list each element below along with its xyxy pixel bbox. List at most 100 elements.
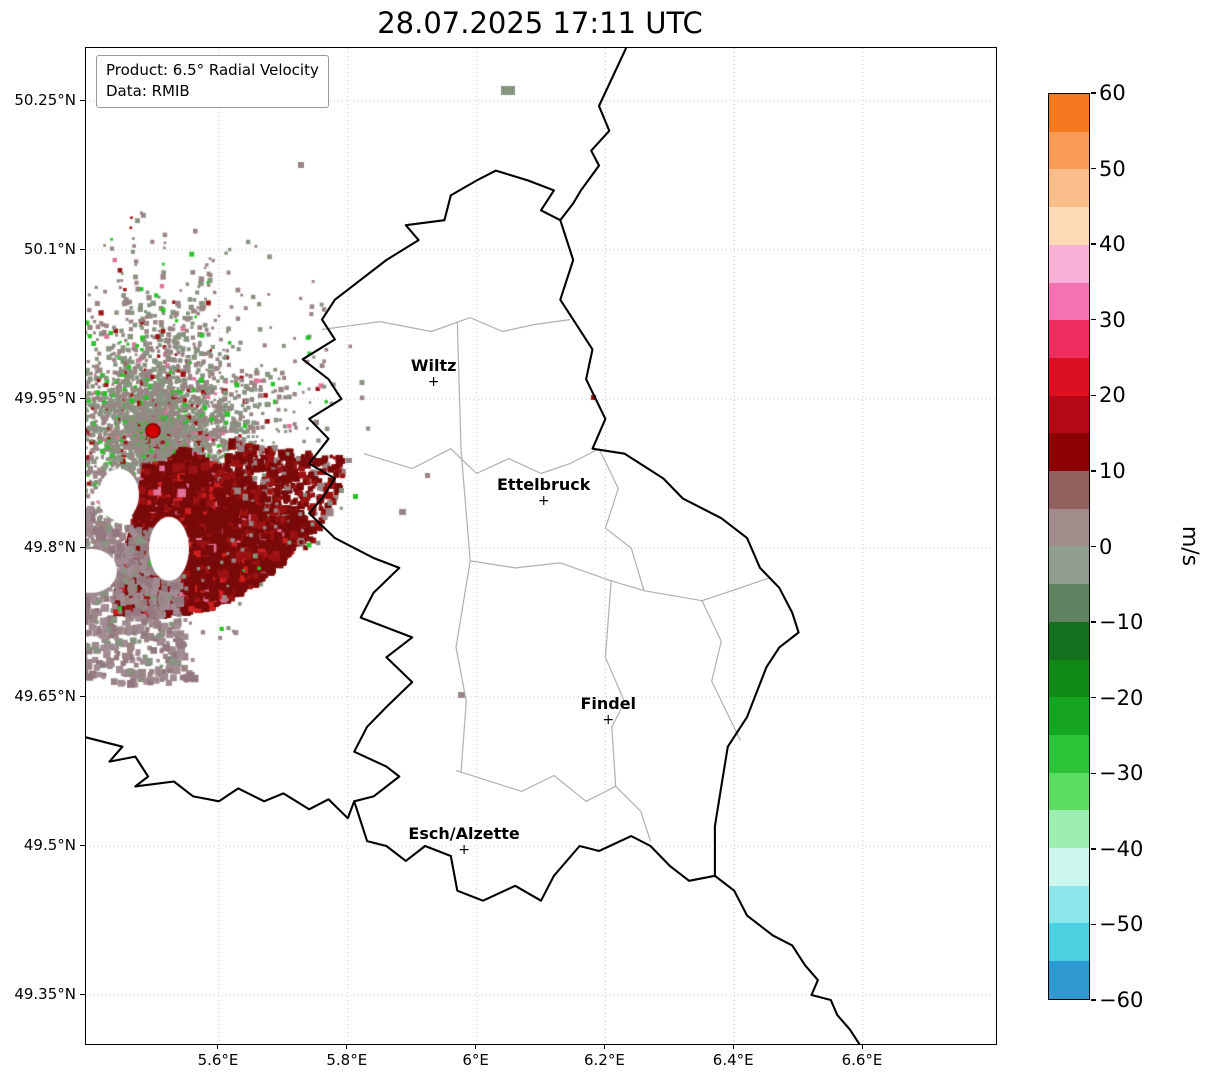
colorbar-segment (1049, 94, 1089, 132)
colorbar-segment (1049, 320, 1089, 358)
colorbar-tick-label: −10 (1099, 610, 1144, 635)
colorbar-tick-mark (1091, 394, 1096, 397)
y-tick-mark (80, 844, 85, 846)
colorbar-segment (1049, 282, 1089, 321)
y-tick-mark (80, 546, 85, 548)
colorbar-tick-mark (1091, 545, 1096, 548)
y-tick-label: 50.25°N (14, 91, 76, 110)
x-tick-label: 5.8°E (326, 1051, 368, 1069)
colorbar-segment (1049, 131, 1089, 170)
colorbar-tick-mark (1091, 621, 1096, 623)
colorbar-segment (1049, 621, 1089, 660)
city-markers: + Wiltz + Ettelbruck + Findel + Esch/Alzette (86, 48, 996, 1044)
x-tick-label: 6°E (462, 1051, 489, 1069)
colorbar-segment (1049, 961, 1089, 999)
y-tick-label: 49.65°N (14, 687, 76, 706)
colorbar-tick-mark (1091, 319, 1096, 321)
colorbar-segment (1049, 772, 1089, 811)
x-tick-mark (346, 1044, 348, 1049)
colorbar-segment (1049, 848, 1089, 886)
colorbar-segment (1049, 508, 1089, 547)
legend-data-line: Data: RMIB (106, 82, 190, 100)
colorbar-tick-mark (1091, 92, 1096, 94)
district-border (455, 769, 652, 842)
colorbar-tick-mark (1091, 772, 1096, 774)
legend-box: Product: 6.5° Radial Velocity Data: RMIB (96, 55, 329, 108)
colorbar-scale (1048, 93, 1090, 1000)
colorbar-tick-label: 10 (1099, 458, 1126, 483)
colorbar-tick-mark (1091, 696, 1096, 699)
map-borders (86, 48, 861, 1044)
district-border (604, 580, 626, 787)
district-border (321, 317, 571, 333)
colorbar-tick-label: 30 (1099, 307, 1126, 332)
colorbar-segment (1049, 546, 1089, 585)
city-marker: + (427, 374, 440, 391)
y-tick-label: 49.95°N (14, 389, 76, 408)
colorbar-segment (1049, 357, 1089, 396)
x-tick-mark (861, 1044, 863, 1049)
colorbar-tick-label: −20 (1099, 685, 1144, 710)
city-marker: + (458, 842, 470, 859)
y-tick-label: 49.35°N (14, 985, 76, 1004)
map-plot: + Wiltz + Ettelbruck + Findel + Esch/Alzette Pr… (85, 47, 997, 1045)
colorbar-segment (1049, 169, 1089, 208)
colorbar-tick-mark (1091, 243, 1096, 245)
colorbar-tick-mark (1091, 167, 1096, 170)
y-tick-label: 49.8°N (23, 538, 76, 557)
colorbar-tick-label: −60 (1099, 988, 1144, 1012)
y-tick-label: 50.1°N (23, 240, 76, 259)
colorbar-tick-label: 0 (1099, 534, 1113, 559)
colorbar-segment (1049, 659, 1089, 698)
district-border (701, 600, 742, 741)
national-border (713, 874, 861, 1044)
colorbar-segment (1049, 207, 1089, 245)
national-border (86, 736, 356, 820)
district-border (363, 448, 600, 475)
city-marker: + (602, 712, 615, 729)
city-label: Findel (580, 694, 637, 714)
colorbar-tick-label: 50 (1099, 156, 1126, 181)
y-tick-mark (80, 248, 85, 250)
y-tick-mark (80, 993, 85, 995)
x-tick-mark (475, 1044, 477, 1049)
x-tick-label: 6.4°E (712, 1051, 754, 1069)
y-tick-mark (80, 695, 85, 697)
colorbar-tick-mark (1091, 848, 1096, 850)
x-tick-mark (732, 1044, 734, 1049)
colorbar-segment (1049, 810, 1089, 849)
city-label: Wiltz (410, 356, 457, 376)
colorbar-tick-label: 20 (1099, 383, 1126, 408)
district-border (598, 448, 645, 591)
y-tick-mark (80, 99, 85, 101)
colorbar-tick-label: −30 (1099, 761, 1144, 786)
district-border (470, 560, 770, 602)
radar-echo-canvas (86, 48, 996, 1044)
x-tick-label: 5.6°E (197, 1051, 239, 1069)
city-marker: + (537, 493, 550, 510)
colorbar-tick-label: −40 (1099, 836, 1144, 861)
colorbar-segment (1049, 471, 1089, 509)
colorbar-tick-label: −50 (1099, 912, 1144, 937)
legend-product-line: Product: 6.5° Radial Velocity (106, 61, 319, 79)
y-tick-label: 49.5°N (23, 836, 76, 855)
y-tick-mark (80, 397, 85, 399)
colorbar-segment (1049, 885, 1089, 924)
colorbar-segment (1049, 697, 1089, 735)
x-tick-label: 6.6°E (841, 1051, 883, 1069)
city-label: Ettelbruck (496, 475, 591, 495)
colorbar-tick-label: 60 (1099, 81, 1126, 105)
colorbar-segment (1049, 244, 1089, 283)
colorbar-segment (1049, 433, 1089, 472)
colorbar-segment (1049, 584, 1089, 622)
district-border (455, 321, 471, 772)
colorbar-tick-label: 40 (1099, 232, 1126, 257)
x-tick-mark (603, 1044, 605, 1049)
national-border (559, 48, 628, 222)
colorbar-unit-label: m/s (1177, 525, 1202, 567)
x-tick-mark (217, 1044, 219, 1049)
colorbar-tick-mark (1091, 470, 1096, 472)
colorbar-segment (1049, 923, 1089, 962)
x-tick-label: 6.2°E (583, 1051, 625, 1069)
